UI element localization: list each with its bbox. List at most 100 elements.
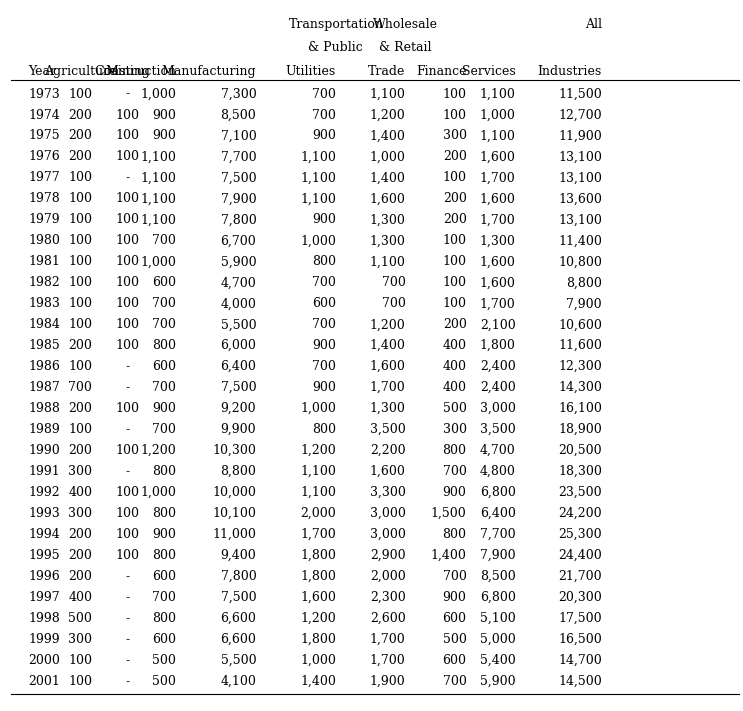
Text: 2,000: 2,000 [370, 570, 406, 583]
Text: 700: 700 [312, 277, 336, 289]
Text: Year: Year [28, 65, 56, 77]
Text: Trade: Trade [369, 65, 406, 77]
Text: 2,600: 2,600 [370, 612, 406, 625]
Text: 1979: 1979 [28, 213, 60, 226]
Text: 1,000: 1,000 [140, 255, 176, 268]
Text: 1984: 1984 [28, 319, 60, 331]
Text: 900: 900 [312, 213, 336, 226]
Text: 400: 400 [443, 381, 467, 394]
Text: 9,900: 9,900 [221, 423, 256, 436]
Text: 900: 900 [152, 109, 176, 122]
Text: 700: 700 [152, 319, 176, 331]
Text: 4,100: 4,100 [221, 675, 256, 688]
Text: 100: 100 [116, 129, 140, 142]
Text: 1,600: 1,600 [370, 360, 406, 373]
Text: 11,500: 11,500 [558, 87, 602, 100]
Text: 1976: 1976 [28, 151, 60, 164]
Text: 600: 600 [443, 612, 467, 625]
Text: 6,600: 6,600 [221, 633, 256, 646]
Text: 4,000: 4,000 [221, 297, 256, 310]
Text: 1996: 1996 [28, 570, 60, 583]
Text: 1,100: 1,100 [300, 151, 336, 164]
Text: 3,000: 3,000 [480, 402, 516, 415]
Text: 200: 200 [68, 570, 92, 583]
Text: -: - [126, 381, 130, 394]
Text: 1,700: 1,700 [370, 381, 406, 394]
Text: 1,300: 1,300 [370, 213, 406, 226]
Text: 1,100: 1,100 [480, 129, 516, 142]
Text: 100: 100 [116, 507, 140, 520]
Text: 1,300: 1,300 [370, 402, 406, 415]
Text: 700: 700 [152, 423, 176, 436]
Text: 9,200: 9,200 [221, 402, 256, 415]
Text: 14,700: 14,700 [558, 654, 602, 667]
Text: 12,700: 12,700 [558, 109, 602, 122]
Text: 1,700: 1,700 [480, 171, 516, 184]
Text: 200: 200 [68, 339, 92, 352]
Text: 900: 900 [312, 129, 336, 142]
Text: 1977: 1977 [28, 171, 60, 184]
Text: 200: 200 [443, 193, 467, 205]
Text: 600: 600 [152, 570, 176, 583]
Text: 1974: 1974 [28, 109, 60, 122]
Text: 6,700: 6,700 [221, 235, 256, 247]
Text: 100: 100 [116, 339, 140, 352]
Text: 20,500: 20,500 [558, 444, 602, 457]
Text: Agriculture: Agriculture [44, 65, 117, 77]
Text: 1,200: 1,200 [140, 444, 176, 457]
Text: 100: 100 [116, 549, 140, 562]
Text: 1,700: 1,700 [480, 297, 516, 310]
Text: 7,700: 7,700 [221, 151, 256, 164]
Text: 800: 800 [152, 507, 176, 520]
Text: 4,700: 4,700 [480, 444, 516, 457]
Text: 5,400: 5,400 [480, 654, 516, 667]
Text: 10,800: 10,800 [558, 255, 602, 268]
Text: 18,900: 18,900 [558, 423, 602, 436]
Text: 500: 500 [152, 675, 176, 688]
Text: 1,800: 1,800 [300, 549, 336, 562]
Text: 800: 800 [152, 549, 176, 562]
Text: Finance: Finance [416, 65, 467, 77]
Text: 7,800: 7,800 [221, 213, 256, 226]
Text: 12,300: 12,300 [558, 360, 602, 373]
Text: 100: 100 [68, 87, 92, 100]
Text: 100: 100 [68, 193, 92, 205]
Text: 100: 100 [68, 277, 92, 289]
Text: 1997: 1997 [28, 591, 60, 604]
Text: 1,400: 1,400 [431, 549, 467, 562]
Text: 100: 100 [116, 151, 140, 164]
Text: 6,600: 6,600 [221, 612, 256, 625]
Text: 2,200: 2,200 [370, 444, 406, 457]
Text: 1,700: 1,700 [370, 633, 406, 646]
Text: 17,500: 17,500 [558, 612, 602, 625]
Text: 1985: 1985 [28, 339, 60, 352]
Text: 1,400: 1,400 [370, 129, 406, 142]
Text: 1,000: 1,000 [480, 109, 516, 122]
Text: 500: 500 [443, 633, 467, 646]
Text: 2,000: 2,000 [300, 507, 336, 520]
Text: 700: 700 [443, 570, 467, 583]
Text: 7,900: 7,900 [566, 297, 602, 310]
Text: 800: 800 [312, 423, 336, 436]
Text: 8,500: 8,500 [480, 570, 516, 583]
Text: 100: 100 [116, 297, 140, 310]
Text: 200: 200 [443, 213, 467, 226]
Text: 1,000: 1,000 [140, 486, 176, 499]
Text: 700: 700 [382, 277, 406, 289]
Text: 1978: 1978 [28, 193, 60, 205]
Text: 1987: 1987 [28, 381, 60, 394]
Text: 100: 100 [443, 235, 467, 247]
Text: -: - [126, 465, 130, 478]
Text: 1,100: 1,100 [300, 193, 336, 205]
Text: 100: 100 [68, 675, 92, 688]
Text: 400: 400 [68, 591, 92, 604]
Text: 11,600: 11,600 [558, 339, 602, 352]
Text: 1995: 1995 [28, 549, 60, 562]
Text: 600: 600 [152, 277, 176, 289]
Text: -: - [126, 570, 130, 583]
Text: -: - [126, 591, 130, 604]
Text: 1975: 1975 [28, 129, 60, 142]
Text: Construction: Construction [94, 65, 176, 77]
Text: Industries: Industries [538, 65, 602, 77]
Text: 1999: 1999 [28, 633, 60, 646]
